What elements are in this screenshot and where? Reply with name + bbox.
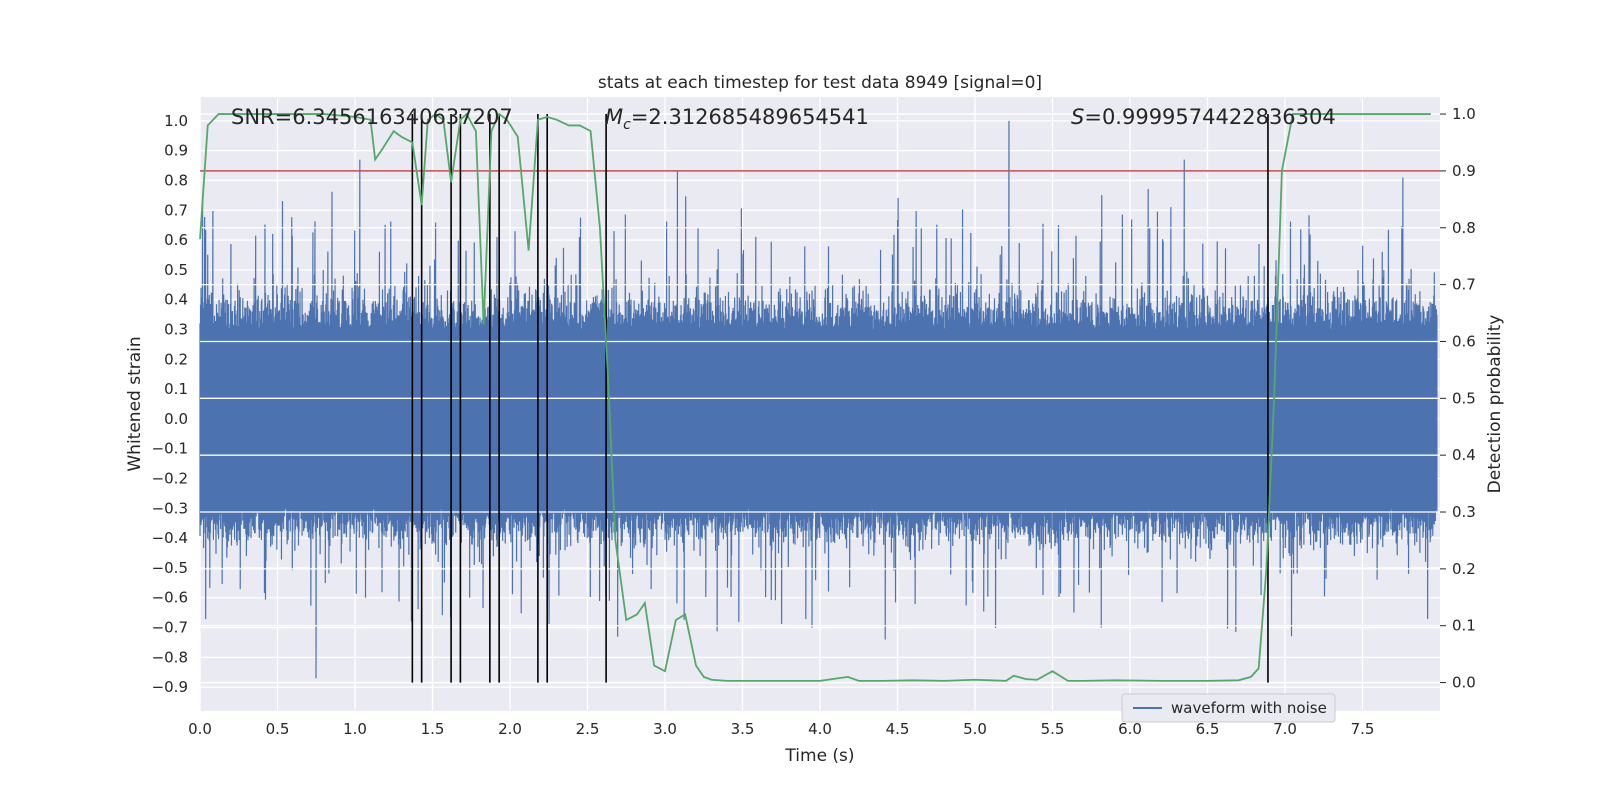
legend: waveform with noise: [1121, 693, 1336, 723]
y-right-tick-label: 0.5: [1452, 389, 1476, 407]
y-right-tick-label: 0.7: [1452, 276, 1476, 294]
y-right-tick-label: 0.2: [1452, 560, 1476, 578]
x-tick-label: 0.5: [266, 720, 290, 738]
s-annotation: S=0.9999574422836304: [1071, 105, 1336, 129]
y-right-tick-label: 0.6: [1452, 332, 1476, 350]
y-left-tick-label: −0.8: [152, 648, 188, 666]
y-left-tick-label: −0.4: [152, 529, 188, 547]
y-left-tick-label: 1.0: [164, 112, 188, 130]
y-left-tick-label: 0.4: [164, 291, 188, 309]
probability-series: [199, 112, 1431, 682]
x-tick-label: 1.0: [343, 720, 367, 738]
y-left-tick-label: −0.7: [152, 619, 188, 637]
y-left-tick-label: −0.1: [152, 440, 188, 458]
x-tick-label: 3.5: [731, 720, 755, 738]
x-tick-label: 2.5: [576, 720, 600, 738]
x-axis-ticks: 0.0 0.5 1.0 1.5 2.0 2.5 3.0 3.5 4.0 4.5 5.0 5.5 6.0 6…: [188, 720, 1374, 738]
y-left-tick-label: 0.8: [164, 171, 188, 189]
y-left-tick-label: −0.9: [152, 678, 188, 696]
chirp-mass-subscript: c: [623, 117, 631, 133]
s-value: =0.9999574422836304: [1084, 105, 1335, 129]
y-right-tick-label: 0.8: [1452, 219, 1476, 237]
chirp-mass-annotation: Mc=2.312685489654541: [605, 105, 869, 133]
x-axis-label: Time (s): [784, 746, 854, 766]
legend-box: [1121, 693, 1336, 723]
x-tick-label: 1.5: [421, 720, 445, 738]
legend-label: waveform with noise: [1171, 699, 1327, 717]
x-tick-label: 4.0: [808, 720, 832, 738]
x-tick-label: 6.0: [1118, 720, 1142, 738]
y-right-tick-label: 0.4: [1452, 446, 1476, 464]
y-left-tick-label: −0.6: [152, 589, 188, 607]
y-right-tick-label: 0.0: [1452, 674, 1476, 692]
y-left-axis-label: Whitened strain: [125, 336, 145, 471]
y-right-tick-label: 0.1: [1452, 617, 1476, 635]
x-tick-label: 6.5: [1196, 720, 1220, 738]
probability-line: [199, 112, 1431, 682]
y-left-tick-label: 0.6: [164, 231, 188, 249]
trigger-lines: [411, 114, 1269, 683]
y-left-tick-label: −0.5: [152, 559, 188, 577]
y-left-axis-ticks: 1.0 0.9 0.8 0.7 0.6 0.5 0.4 0.3 0.2 0.1 0.0 −0.1 −0.…: [152, 112, 188, 696]
x-tick-label: 3.0: [653, 720, 677, 738]
waveform-core-band: [200, 329, 1437, 509]
y-right-axis-ticks: 1.0 0.9 0.8 0.7 0.6 0.5 0.4 0.3 0.2 0.1 0.0: [1440, 105, 1476, 692]
snr-annotation: SNR=6.345616340637207: [231, 105, 513, 129]
x-tick-label: 5.0: [963, 720, 987, 738]
x-tick-label: 5.5: [1041, 720, 1065, 738]
y-left-tick-label: 0.1: [164, 380, 188, 398]
y-right-tick-label: 0.3: [1452, 503, 1476, 521]
x-tick-label: 7.0: [1273, 720, 1297, 738]
y-left-tick-label: −0.3: [152, 499, 188, 517]
chart-title: stats at each timestep for test data 894…: [598, 73, 1042, 93]
x-tick-label: 4.5: [886, 720, 910, 738]
y-left-tick-label: 0.7: [164, 201, 188, 219]
waveform-series: [199, 120, 1438, 679]
y-left-tick-label: 0.9: [164, 142, 188, 160]
s-symbol: S: [1071, 105, 1084, 129]
y-right-axis-label: Detection probability: [1485, 315, 1505, 494]
x-tick-label: 7.5: [1351, 720, 1375, 738]
y-left-tick-label: −0.2: [152, 470, 188, 488]
y-left-tick-label: 0.3: [164, 320, 188, 338]
y-left-tick-label: 0.2: [164, 350, 188, 368]
y-left-tick-label: 0.5: [164, 261, 188, 279]
y-left-tick-label: 0.0: [164, 410, 188, 428]
y-right-tick-label: 1.0: [1452, 105, 1476, 123]
chirp-mass-symbol: M: [605, 105, 623, 129]
x-tick-label: 0.0: [188, 720, 212, 738]
chirp-mass-value: =2.312685489654541: [631, 105, 869, 129]
x-tick-label: 2.0: [498, 720, 522, 738]
y-right-tick-label: 0.9: [1452, 162, 1476, 180]
